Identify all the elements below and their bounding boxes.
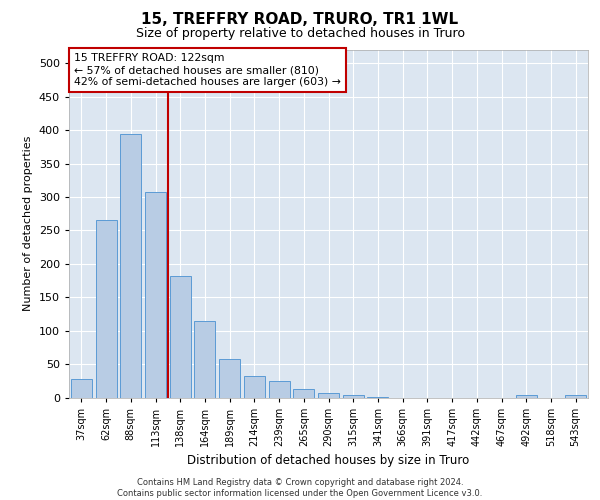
Bar	[269, 382, 290, 398]
Bar	[244, 376, 265, 398]
X-axis label: Distribution of detached houses by size in Truro: Distribution of detached houses by size …	[187, 454, 470, 467]
Bar	[318, 394, 339, 398]
Bar	[293, 389, 314, 398]
Bar	[565, 395, 586, 398]
Bar	[219, 360, 240, 398]
Text: 15, TREFFRY ROAD, TRURO, TR1 1WL: 15, TREFFRY ROAD, TRURO, TR1 1WL	[142, 12, 458, 28]
Bar	[71, 379, 92, 398]
Bar	[367, 397, 388, 398]
Bar	[95, 220, 116, 398]
Bar	[120, 134, 141, 398]
Text: Size of property relative to detached houses in Truro: Size of property relative to detached ho…	[136, 28, 464, 40]
Text: 15 TREFFRY ROAD: 122sqm
← 57% of detached houses are smaller (810)
42% of semi-d: 15 TREFFRY ROAD: 122sqm ← 57% of detache…	[74, 54, 341, 86]
Bar	[194, 320, 215, 398]
Bar	[145, 192, 166, 398]
Bar	[170, 276, 191, 398]
Y-axis label: Number of detached properties: Number of detached properties	[23, 136, 33, 312]
Bar	[516, 395, 537, 398]
Bar	[343, 395, 364, 398]
Text: Contains HM Land Registry data © Crown copyright and database right 2024.
Contai: Contains HM Land Registry data © Crown c…	[118, 478, 482, 498]
